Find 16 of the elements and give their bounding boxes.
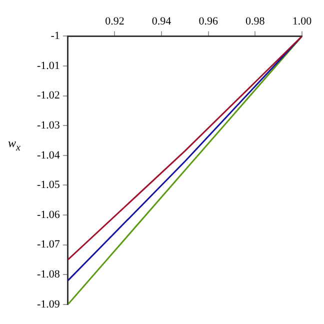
y-tick-label: -1.05 xyxy=(36,179,60,192)
y-tick-label: -1 xyxy=(50,30,60,42)
y-tick-label: -1.09 xyxy=(36,298,60,310)
y-tick-label: -1.07 xyxy=(36,238,60,251)
y-tick-label: -1.08 xyxy=(36,268,60,280)
x-tick-label: 0.98 xyxy=(246,15,266,28)
x-tick-label: 0.96 xyxy=(198,15,218,28)
y-tick-label: -1.06 xyxy=(36,208,60,221)
y-tick-label: -1.01 xyxy=(36,60,60,72)
y-tick-label: -1.03 xyxy=(36,119,60,132)
x-tick-label: 0.92 xyxy=(105,15,124,28)
y-tick-label: -1.04 xyxy=(36,149,60,162)
x-tick-label: 1.00 xyxy=(292,15,312,28)
y-axis-title: w$_{x}$ xyxy=(8,136,20,154)
y-tick-label: -1.02 xyxy=(36,90,60,102)
x-tick-label: 0.94 xyxy=(152,15,172,28)
